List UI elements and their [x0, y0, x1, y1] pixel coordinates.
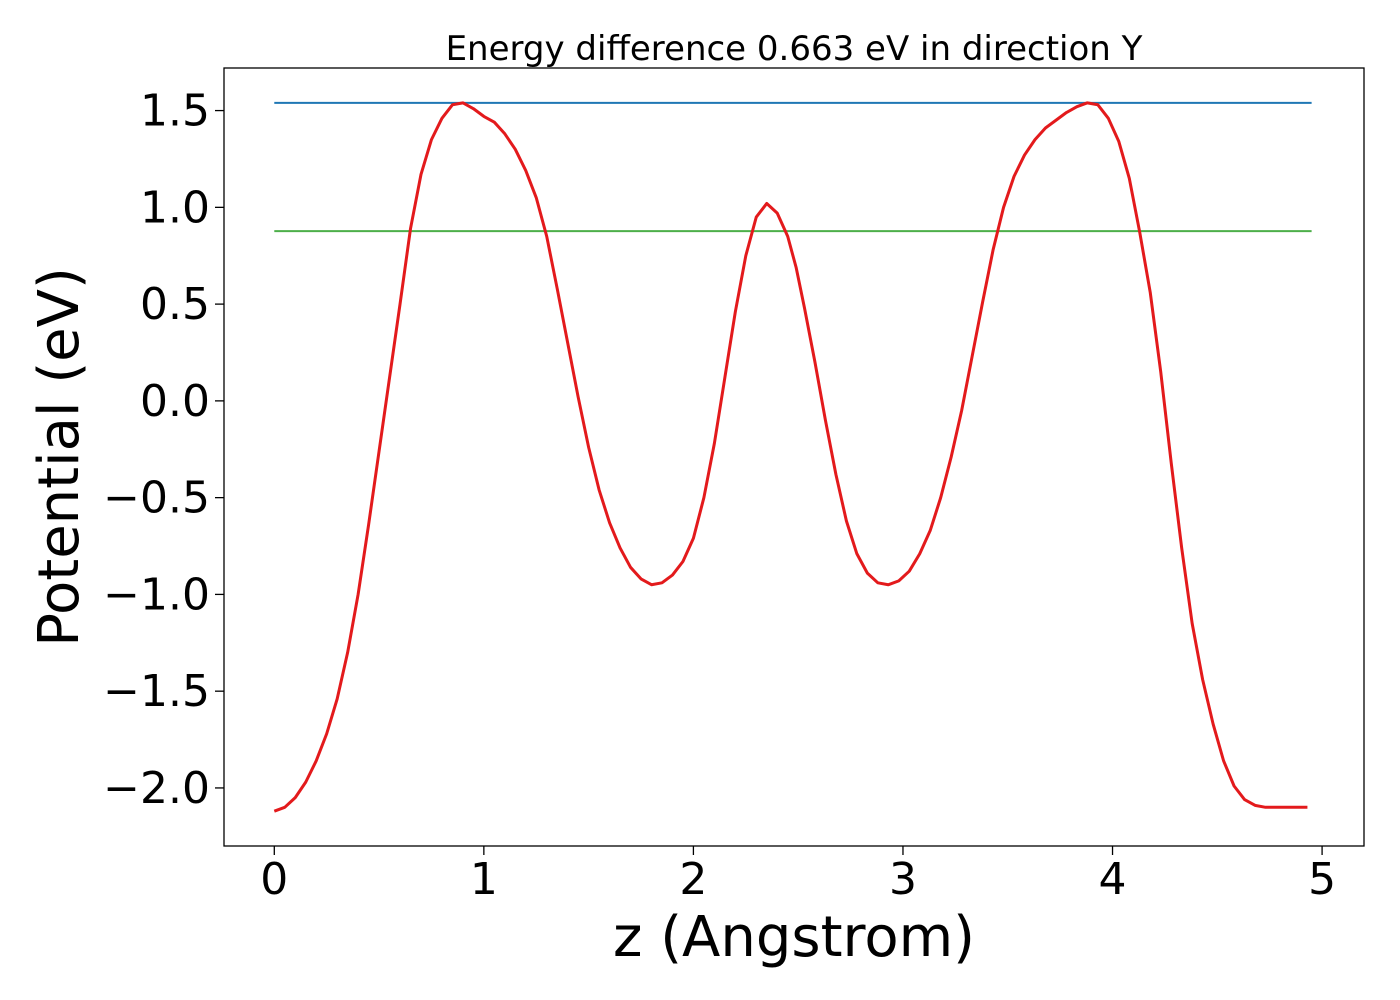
x-axis: 0 1 2 3 4 5 — [260, 846, 1336, 905]
y-tick-label: −1.5 — [103, 666, 210, 717]
x-tick-label: 3 — [889, 854, 917, 905]
y-tick-label: −0.5 — [103, 473, 210, 524]
y-axis: 1.5 1.0 0.5 0.0 −0.5 −1.0 −1.5 −2.0 — [103, 86, 224, 814]
y-tick-label: −1.0 — [103, 569, 210, 620]
y-tick-label: 0.5 — [140, 279, 210, 330]
chart-title: Energy difference 0.663 eV in direction … — [446, 29, 1143, 69]
x-tick-label: 1 — [470, 854, 498, 905]
y-tick-label: 0.0 — [140, 376, 210, 427]
y-tick-label: 1.0 — [140, 182, 210, 233]
plot-frame — [223, 67, 1365, 847]
series-layer — [273, 101, 1312, 813]
series-line-potential — [273, 101, 1308, 813]
x-tick-label: 2 — [679, 854, 707, 905]
y-tick-label: 1.5 — [140, 86, 210, 137]
x-tick-label: 0 — [260, 854, 288, 905]
x-axis-title: z (Angstrom) — [613, 905, 975, 970]
x-tick-label: 4 — [1099, 854, 1127, 905]
y-tick-label: −2.0 — [103, 763, 210, 814]
x-tick-label: 5 — [1308, 854, 1336, 905]
y-axis-title: Potential (eV) — [27, 267, 92, 647]
